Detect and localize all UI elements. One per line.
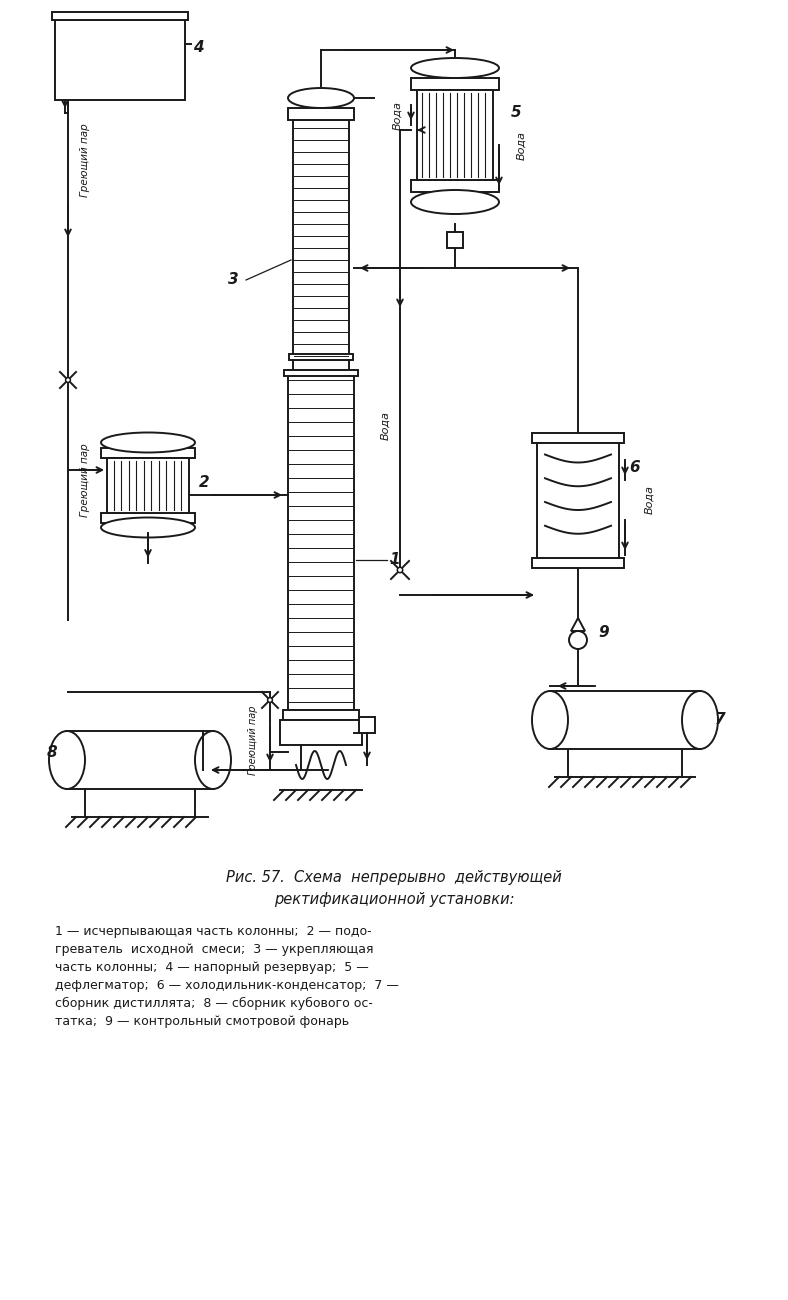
Ellipse shape — [101, 433, 195, 452]
Bar — [67, 731, 213, 789]
Bar — [52, 12, 188, 20]
Text: Вода: Вода — [392, 100, 402, 130]
Text: Вода: Вода — [644, 485, 654, 515]
Text: Вода: Вода — [516, 130, 526, 160]
Text: 5: 5 — [511, 105, 522, 120]
Text: часть колонны;  4 — напорный резервуар;  5 —: часть колонны; 4 — напорный резервуар; 5… — [55, 961, 369, 974]
Text: 9: 9 — [598, 625, 608, 640]
Text: ректификационной установки:: ректификационной установки: — [273, 892, 515, 907]
Text: Вода: Вода — [380, 411, 390, 439]
Ellipse shape — [195, 731, 231, 789]
Ellipse shape — [569, 630, 587, 649]
Ellipse shape — [268, 698, 273, 702]
Polygon shape — [571, 618, 585, 630]
Text: 3: 3 — [228, 273, 239, 287]
Text: сборник дистиллята;  8 — сборник кубового ос-: сборник дистиллята; 8 — сборник кубового… — [55, 997, 373, 1010]
Text: 4: 4 — [193, 40, 203, 55]
Text: 6: 6 — [629, 460, 640, 474]
Bar — [411, 179, 499, 192]
Ellipse shape — [101, 517, 195, 537]
Ellipse shape — [682, 692, 718, 749]
Ellipse shape — [65, 377, 70, 382]
Bar — [280, 720, 362, 745]
Bar — [288, 108, 354, 120]
Bar — [283, 710, 359, 720]
Ellipse shape — [411, 190, 499, 214]
Ellipse shape — [288, 88, 354, 108]
Bar — [550, 692, 700, 749]
Text: дефлегматор;  6 — холодильник-конденсатор;  7 —: дефлегматор; 6 — холодильник-конденсатор… — [55, 979, 399, 992]
Bar — [288, 370, 354, 710]
Ellipse shape — [532, 692, 568, 749]
Text: 1: 1 — [389, 552, 400, 568]
Bar — [107, 458, 189, 512]
Text: греватель  исходной  смеси;  3 — укрепляющая: греватель исходной смеси; 3 — укрепляюща… — [55, 942, 374, 956]
Bar — [289, 354, 353, 360]
Ellipse shape — [411, 58, 499, 78]
Text: Греющий пар: Греющий пар — [80, 124, 90, 196]
Bar — [293, 120, 349, 360]
Ellipse shape — [397, 567, 403, 573]
Bar — [537, 442, 619, 558]
Bar — [359, 718, 375, 733]
Bar — [55, 20, 185, 100]
Text: 7: 7 — [715, 712, 726, 728]
Bar — [101, 512, 195, 523]
Text: Рис. 57.  Схема  непрерывно  действующей: Рис. 57. Схема непрерывно действующей — [226, 870, 562, 885]
Text: 8: 8 — [46, 745, 57, 760]
Bar — [532, 558, 624, 568]
Bar — [532, 433, 624, 442]
Bar — [284, 370, 358, 376]
Bar — [447, 231, 463, 248]
Text: 1 — исчерпывающая часть колонны;  2 — подо-: 1 — исчерпывающая часть колонны; 2 — под… — [55, 926, 372, 939]
Text: Греющий пар: Греющий пар — [248, 705, 258, 775]
Bar — [101, 447, 195, 458]
Text: 2: 2 — [199, 474, 210, 490]
Text: Греющий пар: Греющий пар — [80, 443, 90, 517]
Bar — [417, 90, 493, 179]
Text: татка;  9 — контрольный смотровой фонарь: татка; 9 — контрольный смотровой фонарь — [55, 1015, 349, 1028]
Bar — [293, 360, 349, 370]
Bar — [411, 78, 499, 90]
Ellipse shape — [49, 731, 85, 789]
